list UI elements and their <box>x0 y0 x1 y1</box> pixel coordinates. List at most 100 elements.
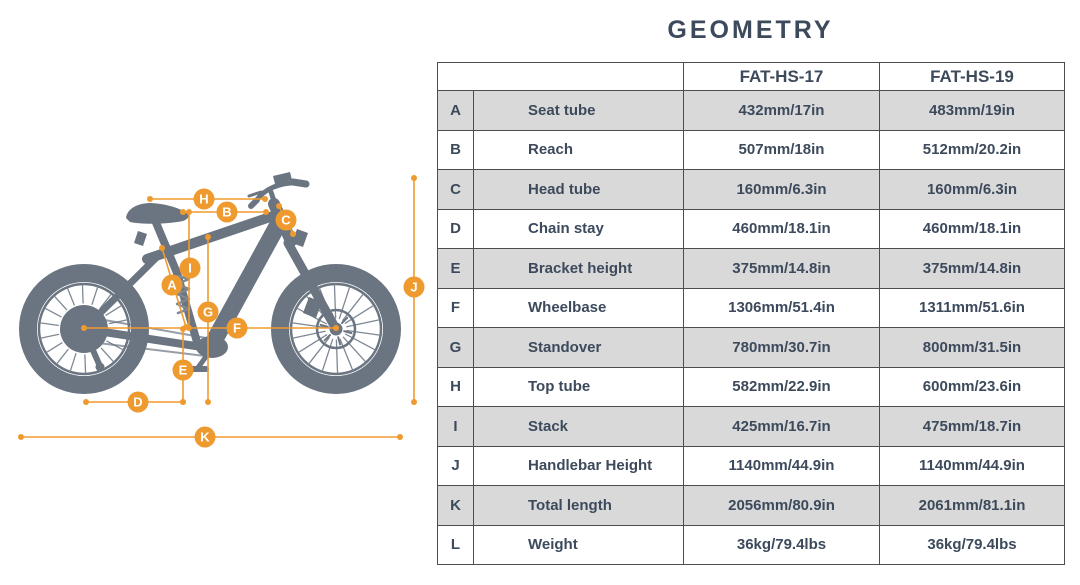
row-value-fat-hs-19: 512mm/20.2in <box>879 129 1065 170</box>
row-value-fat-hs-17: 780mm/30.7in <box>683 327 880 368</box>
measurement-badge-K: K <box>194 426 216 448</box>
column-header-fat-hs-17: FAT-HS-17 <box>683 62 880 91</box>
table-row: J Handlebar Height 1140mm/44.9in 1140mm/44.… <box>437 445 1065 486</box>
row-label-cell: Wheelbase <box>473 287 684 328</box>
row-value-fat-hs-19: 600mm/23.6in <box>879 366 1065 407</box>
row-label-cell: Weight <box>473 524 684 565</box>
fork <box>283 238 341 334</box>
row-value-fat-hs-19: 375mm/14.8in <box>879 248 1065 289</box>
row-label-cell: Bracket height <box>473 248 684 289</box>
geometry-table: FAT-HS-17 FAT-HS-19 A Seat tube 432mm/17in… <box>437 62 1065 565</box>
display <box>273 172 292 184</box>
svg-text:K: K <box>200 430 210 445</box>
row-label-cell: Seat tube <box>473 90 684 131</box>
geometry-table-body: A Seat tube 432mm/17in 483mm/19in B Reach 507m… <box>437 90 1065 565</box>
measurement-badge-I: I <box>179 257 201 279</box>
row-value-fat-hs-19: 475mm/18.7in <box>879 406 1065 447</box>
row-value-fat-hs-17: 375mm/14.8in <box>683 248 880 289</box>
measurement-badge-E: E <box>172 359 194 381</box>
row-value-fat-hs-17: 36kg/79.4lbs <box>683 524 880 565</box>
row-letter-cell: C <box>437 169 474 210</box>
table-row: I Stack 425mm/16.7in 475mm/18.7in <box>437 406 1065 447</box>
row-letter-cell: J <box>437 445 474 486</box>
row-value-fat-hs-19: 160mm/6.3in <box>879 169 1065 210</box>
table-header-row: FAT-HS-17 FAT-HS-19 <box>437 62 1065 91</box>
row-label-cell: Reach <box>473 129 684 170</box>
row-value-fat-hs-17: 2056mm/80.9in <box>683 485 880 526</box>
svg-text:A: A <box>167 278 177 293</box>
row-value-fat-hs-17: 432mm/17in <box>683 90 880 131</box>
seat-reflector <box>134 231 147 246</box>
row-value-fat-hs-19: 2061mm/81.1in <box>879 485 1065 526</box>
row-value-fat-hs-17: 507mm/18in <box>683 129 880 170</box>
row-letter-cell: K <box>437 485 474 526</box>
svg-text:D: D <box>133 395 142 410</box>
saddle <box>126 203 189 246</box>
row-letter-cell: L <box>437 524 474 565</box>
table-row: H Top tube 582mm/22.9in 600mm/23.6in <box>437 366 1065 407</box>
svg-text:E: E <box>179 363 188 378</box>
measurement-badge-J: J <box>403 276 425 298</box>
row-label-cell: Handlebar Height <box>473 445 684 486</box>
crank-arm <box>194 344 216 372</box>
page-title: GEOMETRY <box>667 16 834 44</box>
row-label-cell: Stack <box>473 406 684 447</box>
row-value-fat-hs-19: 1140mm/44.9in <box>879 445 1065 486</box>
row-value-fat-hs-19: 483mm/19in <box>879 90 1065 131</box>
measurement-badge-A: A <box>161 274 183 296</box>
row-value-fat-hs-19: 36kg/79.4lbs <box>879 524 1065 565</box>
row-label-cell: Total length <box>473 485 684 526</box>
row-letter-cell: F <box>437 287 474 328</box>
svg-text:I: I <box>188 261 192 276</box>
measurement-badge-C: C <box>275 209 297 231</box>
row-letter-cell: I <box>437 406 474 447</box>
table-row: K Total length 2056mm/80.9in 2061mm/81.1in <box>437 485 1065 526</box>
measurement-badge-B: B <box>216 201 238 223</box>
svg-text:C: C <box>281 213 291 228</box>
row-value-fat-hs-17: 582mm/22.9in <box>683 366 880 407</box>
row-letter-cell: D <box>437 208 474 249</box>
measurement-badge-H: H <box>193 188 215 210</box>
row-label-cell: Chain stay <box>473 208 684 249</box>
front-light <box>292 229 308 247</box>
svg-text:B: B <box>222 205 231 220</box>
svg-text:F: F <box>233 321 241 336</box>
table-row: L Weight 36kg/79.4lbs 36kg/79.4lbs <box>437 524 1065 565</box>
row-value-fat-hs-17: 425mm/16.7in <box>683 406 880 447</box>
measurement-annotations: A B C D E F G H I J K <box>18 175 425 448</box>
measurement-badge-D: D <box>127 391 149 413</box>
measurement-badge-F: F <box>226 317 248 339</box>
row-letter-cell: B <box>437 129 474 170</box>
table-row: A Seat tube 432mm/17in 483mm/19in <box>437 90 1065 131</box>
svg-text:H: H <box>199 192 208 207</box>
row-letter-cell: A <box>437 90 474 131</box>
table-row: G Standover 780mm/30.7in 800mm/31.5in <box>437 327 1065 368</box>
table-row: E Bracket height 375mm/14.8in 375mm/14.8in <box>437 248 1065 289</box>
row-letter-cell: E <box>437 248 474 289</box>
row-label-cell: Head tube <box>473 169 684 210</box>
measurement-badge-G: G <box>197 301 219 323</box>
row-label-cell: Top tube <box>473 366 684 407</box>
svg-text:G: G <box>203 305 213 320</box>
row-value-fat-hs-17: 160mm/6.3in <box>683 169 880 210</box>
table-row: C Head tube 160mm/6.3in 160mm/6.3in <box>437 169 1065 210</box>
row-value-fat-hs-19: 1311mm/51.6in <box>879 287 1065 328</box>
column-header-fat-hs-19: FAT-HS-19 <box>879 62 1065 91</box>
table-row: F Wheelbase 1306mm/51.4in 1311mm/51.6in <box>437 287 1065 328</box>
row-value-fat-hs-17: 460mm/18.1in <box>683 208 880 249</box>
row-value-fat-hs-19: 800mm/31.5in <box>879 327 1065 368</box>
table-row: D Chain stay 460mm/18.1in 460mm/18.1in <box>437 208 1065 249</box>
row-letter-cell: H <box>437 366 474 407</box>
table-row: B Reach 507mm/18in 512mm/20.2in <box>437 129 1065 170</box>
row-value-fat-hs-17: 1140mm/44.9in <box>683 445 880 486</box>
row-value-fat-hs-17: 1306mm/51.4in <box>683 287 880 328</box>
handlebar <box>247 172 310 247</box>
row-label-cell: Standover <box>473 327 684 368</box>
row-value-fat-hs-19: 460mm/18.1in <box>879 208 1065 249</box>
row-letter-cell: G <box>437 327 474 368</box>
brake-lever <box>247 190 263 198</box>
svg-text:J: J <box>410 280 417 295</box>
table-corner-cell <box>437 62 684 91</box>
